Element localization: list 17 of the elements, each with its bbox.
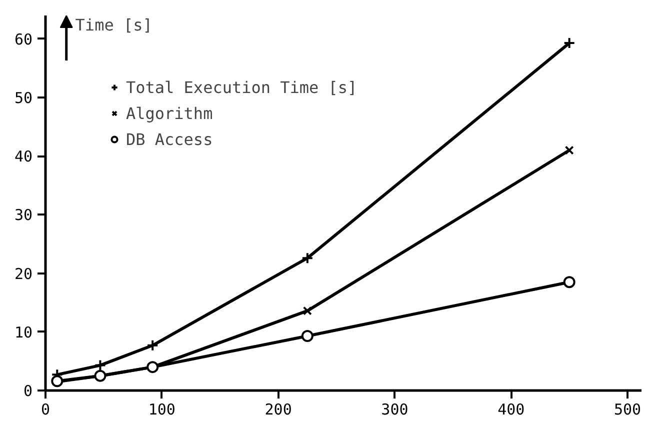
legend-label: Total Execution Time [s] <box>126 78 358 96</box>
y-tick-label: 50 <box>14 89 32 108</box>
x-tick-label: 100 <box>148 400 176 418</box>
y-tick-label: 0 <box>23 382 32 400</box>
y-tick-label: 10 <box>14 323 32 342</box>
legend-label: Algorithm <box>126 104 213 122</box>
x-tick-label: 200 <box>264 400 292 418</box>
x-tick-label: 300 <box>381 400 408 418</box>
y-axis-title: Time [s] <box>75 16 152 34</box>
x-tick-label: 500 <box>614 400 642 418</box>
y-tick-label: 20 <box>14 264 32 283</box>
x-tick-label: 400 <box>498 400 525 418</box>
x-tick-label: 0 <box>40 400 50 418</box>
y-tick-label: 60 <box>14 30 32 48</box>
y-tick-label: 40 <box>14 148 32 166</box>
y-tick-label: 30 <box>14 206 32 224</box>
legend-label: DB Access <box>126 130 213 148</box>
